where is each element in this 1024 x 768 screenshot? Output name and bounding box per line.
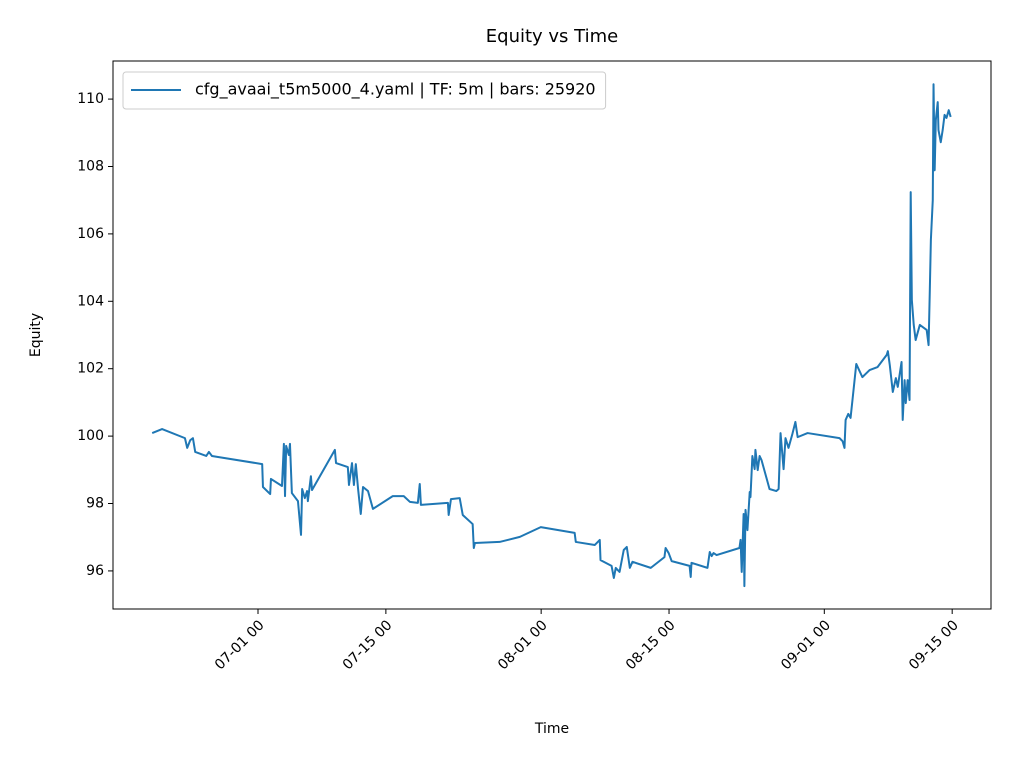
x-axis-label: Time: [534, 721, 569, 737]
y-tick-label: 100: [77, 428, 104, 444]
y-tick-label: 98: [86, 496, 104, 512]
y-tick-label: 104: [77, 293, 104, 309]
legend: cfg_avaai_t5m5000_4.yaml | TF: 5m | bars…: [122, 71, 607, 110]
series-line: [151, 83, 952, 588]
y-tick-label: 102: [77, 361, 104, 377]
chart-title: Equity vs Time: [486, 26, 618, 47]
legend-label: cfg_avaai_t5m5000_4.yaml | TF: 5m | bars…: [195, 80, 596, 100]
y-axis-label: Equity: [28, 313, 44, 357]
y-tick-label: 110: [77, 91, 104, 107]
y-tick-label: 106: [77, 226, 104, 242]
axes-frame: [112, 60, 992, 610]
legend-box: [122, 71, 607, 110]
y-tick-label: 96: [86, 563, 104, 579]
y-tick-label: 108: [77, 158, 104, 174]
